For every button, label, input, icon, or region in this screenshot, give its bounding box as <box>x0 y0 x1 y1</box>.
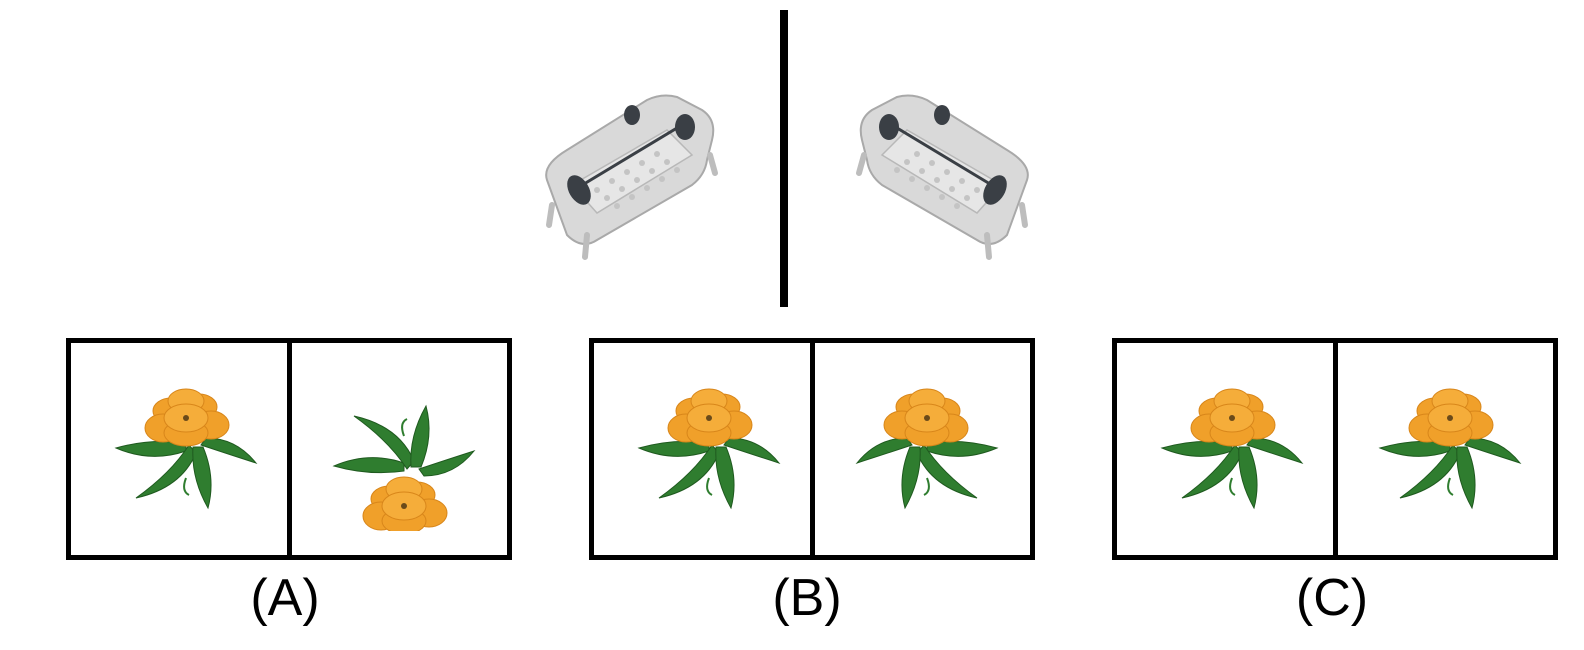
silver-sofa-mirrored-icon <box>847 85 1047 265</box>
option-a-label: (A) <box>250 569 320 627</box>
mirror-line <box>780 10 788 307</box>
panel-divider <box>287 343 292 555</box>
orange-flower-icon <box>1157 383 1307 513</box>
orange-flower-icon <box>634 383 784 513</box>
option-a-panel[interactable] <box>66 338 512 560</box>
option-b-panel[interactable] <box>589 338 1035 560</box>
option-c-label: (C) <box>1295 569 1369 627</box>
orange-flower-flipped-icon <box>329 401 479 531</box>
orange-flower-mirrored-icon <box>852 383 1002 513</box>
silver-sofa-icon <box>527 85 727 265</box>
orange-flower-icon <box>1375 383 1525 513</box>
orange-flower-icon <box>111 383 261 513</box>
option-b-label: (B) <box>772 569 842 627</box>
panel-divider <box>1333 343 1338 555</box>
option-c-panel[interactable] <box>1112 338 1558 560</box>
panel-divider <box>810 343 815 555</box>
